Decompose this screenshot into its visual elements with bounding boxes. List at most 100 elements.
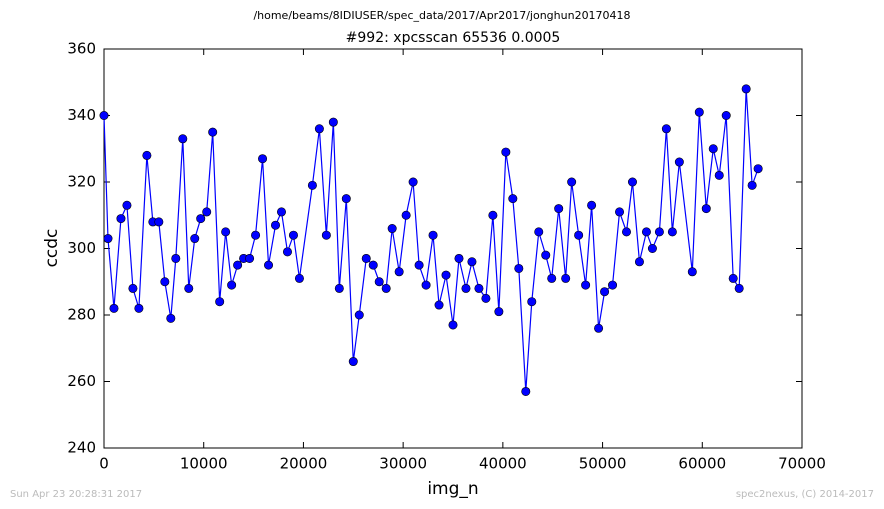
data-point [721,111,731,121]
y-axis-label: ccdc [42,229,62,268]
x-tick-label: 60000 [678,455,726,473]
data-point [421,280,431,290]
data-point [134,303,144,313]
data-point [708,144,718,154]
data-point [368,260,378,270]
data-point [408,177,418,187]
data-point [202,207,212,217]
data-point [321,230,331,240]
data-point [488,210,498,220]
y-tick-label: 300 [67,239,96,257]
footer-left: Sun Apr 23 20:28:31 2017 [10,489,142,500]
data-point [208,127,218,137]
data-point [414,260,424,270]
data-point [641,227,651,237]
data-point [701,204,711,214]
data-point [514,263,524,273]
y-tick-label: 360 [67,40,96,58]
data-point [166,313,176,323]
y-tick-label: 260 [67,372,96,390]
y-tick-label: 280 [67,306,96,324]
data-point [122,200,132,210]
data-point [154,217,164,227]
data-point [441,270,451,280]
x-tick-label: 70000 [778,455,826,473]
data-point [608,280,618,290]
data-point [328,117,338,127]
y-tick-label: 340 [67,106,96,124]
data-point [547,273,557,283]
data-point [341,194,351,204]
data-point [374,277,384,287]
data-point [348,357,358,367]
chart-title: #992: xpcsscan 65536 0.0005 [346,30,561,46]
data-point [541,250,551,260]
x-tick-label: 20000 [280,455,328,473]
x-tick-label: 0 [99,455,109,473]
data-point [667,227,677,237]
data-point [554,204,564,214]
y-tick-label: 320 [67,173,96,191]
data-line [103,88,759,392]
data-point [481,293,491,303]
data-point [728,273,738,283]
data-point [264,260,274,270]
data-point [508,194,518,204]
data-point [574,230,584,240]
data-point [394,267,404,277]
data-point [401,210,411,220]
data-point [448,320,458,330]
data-point [647,244,657,254]
data-point [454,253,464,263]
x-axis-label: img_n [427,479,478,499]
data-point [634,257,644,267]
data-point [741,84,751,94]
data-point [109,303,119,313]
data-point [622,227,632,237]
data-point [561,273,571,283]
data-point [527,297,537,307]
data-point [534,227,544,237]
data-point [381,283,391,293]
data-point [501,147,511,157]
data-point [747,180,757,190]
data-point [661,124,671,134]
data-point [258,154,268,164]
data-point [734,283,744,293]
data-point [160,277,170,287]
data-point [142,150,152,160]
data-point [494,307,504,317]
data-point [521,386,531,396]
y-tick-label: 240 [67,439,96,457]
data-point [184,283,194,293]
data-point [714,170,724,180]
data-point [587,200,597,210]
data-point [245,253,255,263]
data-point [233,260,243,270]
data-point [361,253,371,263]
x-tick-label: 10000 [180,455,228,473]
data-point [251,230,261,240]
data-point [354,310,364,320]
data-point [467,257,477,267]
data-point [276,207,286,217]
data-point [615,207,625,217]
data-point [190,234,200,244]
data-point [307,180,317,190]
data-point [282,247,292,257]
data-point [116,214,126,224]
data-point [753,164,763,174]
data-point [567,177,577,187]
data-point [334,283,344,293]
data-point [103,234,113,244]
x-tick-label: 40000 [479,455,527,473]
data-point [288,230,298,240]
data-point [221,227,231,237]
data-point [227,280,237,290]
data-point [271,220,281,230]
data-point [594,323,604,333]
data-point [474,283,484,293]
data-point [314,124,324,134]
